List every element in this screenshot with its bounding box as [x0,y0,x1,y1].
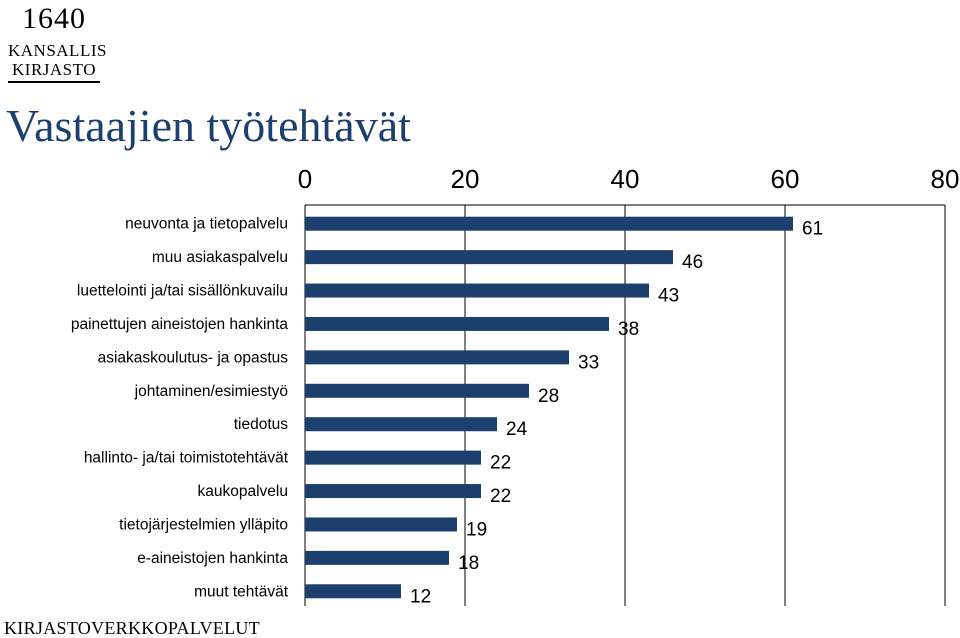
category-label: painettujen aineistojen hankinta [71,316,289,333]
bar [305,450,481,465]
logo-line-1: KANSALLIS [8,41,107,60]
logo-rule [8,81,100,83]
logo-year: 1640 [22,2,86,35]
footer-text: KIRJASTOVERKKOPALVELUT [4,618,260,638]
data-label: 19 [466,519,487,540]
bar [305,283,649,298]
bar [305,417,497,432]
data-label: 18 [458,553,479,574]
category-label: hallinto- ja/tai toimistotehtävät [84,450,289,467]
data-label: 61 [802,219,823,240]
bar [305,584,401,599]
category-label: muut tehtävät [194,583,289,600]
category-label: asiakaskoulutus- ja opastus [98,349,289,366]
data-label: 28 [538,386,559,407]
data-label: 38 [618,319,639,340]
x-tick-label: 60 [771,164,800,194]
category-label: tietojärjestelmien ylläpito [119,516,288,533]
bar [305,550,449,565]
category-label: e-aineistojen hankinta [137,550,288,567]
page-title: Vastaajien työtehtävät [6,100,411,151]
bar [305,383,529,398]
x-tick-label: 40 [611,164,640,194]
data-label: 33 [578,352,599,373]
kansalliskirjasto-logo: 1640 KANSALLIS KIRJASTO [6,2,107,84]
x-tick-label: 80 [931,164,960,194]
data-label: 22 [490,486,511,507]
category-label: johtaminen/esimiestyö [134,383,288,400]
category-label: luettelointi ja/tai sisällönkuvailu [77,283,288,300]
bar [305,484,481,499]
bar [305,250,673,265]
category-label: neuvonta ja tietopalvelu [125,216,288,233]
data-label: 12 [410,586,431,607]
x-tick-label: 0 [298,164,312,194]
category-label: tiedotus [234,416,289,433]
bar [305,517,457,532]
x-tick-label: 20 [451,164,480,194]
bar [305,350,569,365]
category-label: muu asiakaspalvelu [152,249,288,266]
data-label: 24 [506,419,528,440]
data-label: 43 [658,286,679,307]
data-label: 46 [682,252,703,273]
data-label: 22 [490,453,511,474]
bar [305,316,609,331]
category-label: kaukopalvelu [198,483,288,500]
bar [305,216,793,231]
logo-line-2: KIRJASTO [12,60,96,79]
